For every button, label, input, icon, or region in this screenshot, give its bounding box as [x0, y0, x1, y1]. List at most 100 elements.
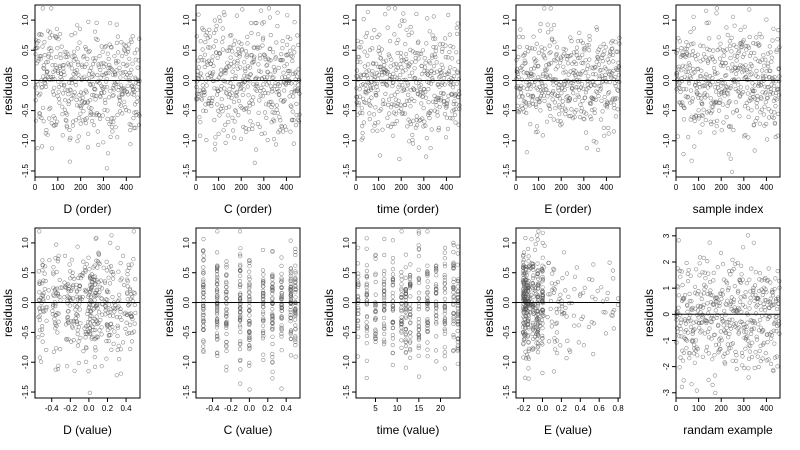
data-point	[523, 104, 528, 109]
data-point	[615, 107, 620, 112]
data-point	[540, 274, 545, 280]
data-point	[743, 63, 748, 68]
data-point	[745, 69, 750, 74]
data-point	[612, 105, 617, 111]
data-point	[390, 304, 396, 309]
data-point	[610, 46, 615, 51]
data-point	[74, 103, 80, 108]
data-point	[83, 46, 89, 52]
data-point	[419, 51, 424, 57]
data-point	[451, 276, 456, 281]
data-point	[252, 54, 257, 59]
data-point	[423, 89, 428, 95]
data-point	[397, 83, 402, 88]
data-point	[442, 331, 447, 336]
data-point	[725, 66, 731, 71]
data-point	[261, 272, 266, 277]
data-point	[615, 49, 620, 55]
data-point	[247, 337, 252, 343]
data-point	[224, 325, 229, 330]
data-point	[129, 314, 134, 320]
data-point	[55, 46, 60, 51]
x-axis-title: sample index	[693, 202, 764, 216]
x-axis-title: randam example	[683, 423, 773, 437]
data-point	[571, 90, 576, 96]
data-point	[224, 322, 229, 327]
x-tick-label: 100	[51, 183, 65, 192]
data-point	[95, 265, 100, 270]
data-point	[132, 51, 137, 56]
data-point	[572, 287, 577, 292]
data-point	[772, 121, 778, 126]
data-point	[529, 46, 535, 51]
data-point	[293, 323, 298, 328]
data-point	[526, 346, 531, 352]
data-point	[247, 321, 252, 326]
data-point	[100, 49, 105, 54]
data-point	[205, 101, 211, 106]
data-point	[98, 67, 103, 73]
data-point	[765, 61, 770, 66]
data-point	[270, 360, 275, 365]
data-point	[574, 45, 580, 50]
data-point	[367, 111, 372, 116]
data-point	[224, 339, 229, 345]
data-point	[702, 287, 707, 292]
data-point	[284, 127, 289, 132]
data-point	[683, 318, 688, 323]
data-point	[382, 306, 387, 311]
data-point	[373, 303, 378, 308]
data-point	[597, 74, 602, 79]
data-point	[399, 323, 404, 328]
data-point	[415, 51, 420, 56]
data-point	[446, 12, 451, 18]
data-point	[267, 99, 272, 105]
data-point	[440, 49, 445, 54]
data-point	[697, 261, 702, 266]
data-point	[416, 56, 421, 61]
data-point	[717, 56, 723, 61]
data-point	[51, 270, 56, 275]
data-point	[683, 69, 689, 74]
data-point	[434, 273, 439, 278]
data-point	[382, 339, 387, 345]
data-point	[583, 70, 588, 75]
data-point	[548, 292, 553, 297]
data-point	[215, 77, 220, 82]
data-point	[708, 96, 713, 101]
data-point	[45, 69, 50, 74]
data-point	[226, 95, 231, 100]
data-point	[432, 52, 437, 57]
data-point	[69, 96, 74, 102]
data-point	[243, 68, 248, 74]
data-point	[407, 306, 413, 312]
data-point	[70, 77, 75, 82]
data-point	[106, 302, 111, 307]
data-point	[93, 348, 98, 353]
data-point	[743, 335, 749, 340]
data-point	[243, 125, 248, 131]
data-point	[355, 38, 360, 43]
data-point	[403, 350, 408, 355]
data-point	[96, 252, 101, 257]
data-point	[252, 160, 257, 165]
data-point	[766, 277, 771, 283]
data-point	[293, 277, 298, 282]
data-point	[733, 358, 739, 364]
data-point	[439, 82, 445, 87]
data-point	[92, 29, 98, 34]
data-point	[403, 252, 409, 257]
data-point	[57, 100, 62, 105]
data-point	[269, 86, 275, 92]
data-point	[614, 96, 619, 101]
data-point	[37, 314, 42, 319]
data-point	[209, 103, 214, 109]
data-point	[727, 331, 732, 337]
data-point	[265, 62, 270, 67]
data-point	[709, 121, 714, 127]
data-point	[399, 321, 404, 326]
data-point	[425, 303, 430, 309]
x-tick-label: 0.0	[537, 404, 549, 413]
data-point	[601, 310, 606, 315]
data-point	[434, 303, 439, 309]
